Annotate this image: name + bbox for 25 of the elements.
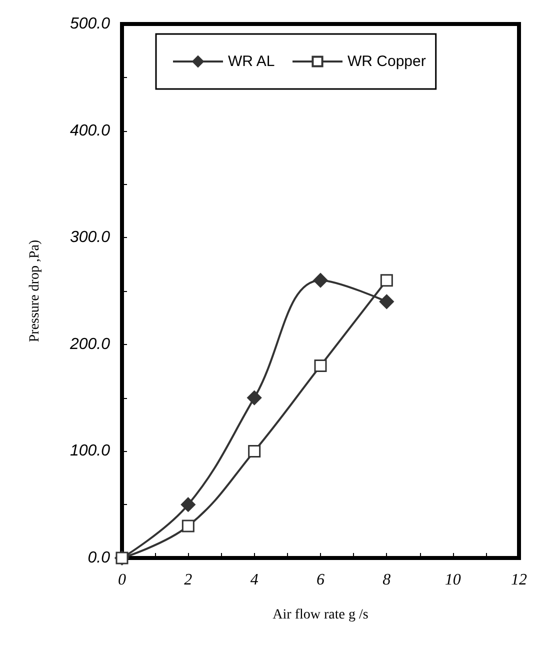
y-tick-label: 0.0 <box>88 550 110 566</box>
legend-label: WR AL <box>228 53 275 70</box>
x-tick-label: 10 <box>444 572 461 588</box>
point <box>180 497 196 512</box>
x-axis-title: Air flow rate g /s <box>272 608 368 622</box>
point <box>379 294 394 309</box>
y-axis-title: Pressure drop ,Pa) <box>28 240 42 342</box>
point <box>182 520 194 532</box>
x-tick-label: 8 <box>382 572 391 588</box>
point <box>314 360 327 372</box>
point <box>313 273 328 288</box>
y-tick-label: 100.0 <box>70 442 110 460</box>
x-tick-label: 4 <box>250 572 258 588</box>
y-tick-label: 500.0 <box>70 16 110 32</box>
legend-label: WR Copper <box>348 53 426 70</box>
point <box>380 274 393 287</box>
point <box>247 390 262 406</box>
x-tick-label: 2 <box>184 572 192 588</box>
x-tick-label: 12 <box>511 572 527 588</box>
y-tick-label: 400.0 <box>70 122 110 140</box>
y-tick-label: 300.0 <box>70 229 110 246</box>
x-tick-label: 6 <box>316 572 324 588</box>
y-tick-label: 200.0 <box>68 336 110 353</box>
point <box>248 444 261 458</box>
x-tick-label: 0 <box>118 572 126 588</box>
